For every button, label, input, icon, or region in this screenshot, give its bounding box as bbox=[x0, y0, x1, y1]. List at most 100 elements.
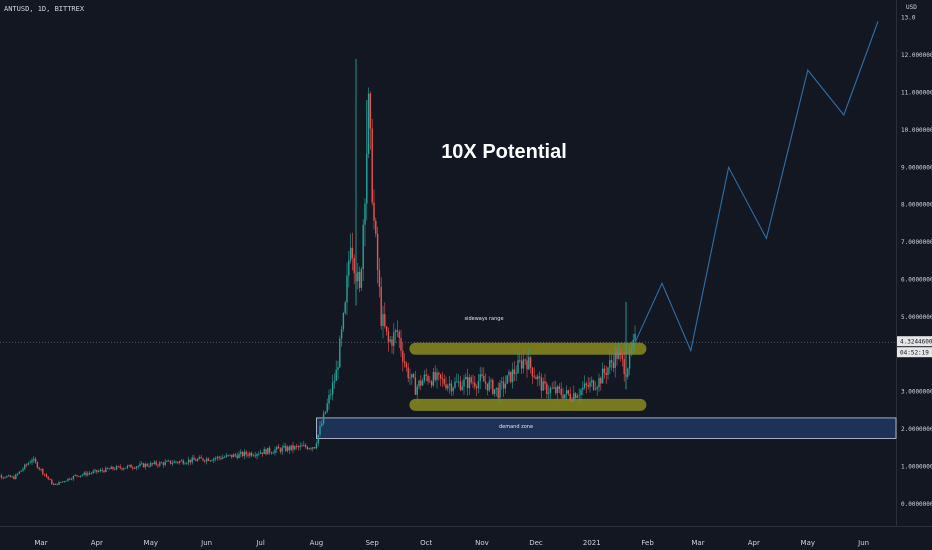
candle bbox=[69, 477, 71, 481]
candle-body bbox=[558, 386, 561, 389]
candle bbox=[429, 375, 431, 383]
candle bbox=[101, 467, 103, 473]
candle-body bbox=[587, 384, 589, 387]
candle-body bbox=[351, 247, 354, 258]
last-price-tag: 4.32446001 04:52:19 bbox=[897, 336, 932, 358]
candle bbox=[67, 478, 69, 482]
candle-body bbox=[375, 220, 377, 234]
candle-body bbox=[225, 455, 228, 457]
candle-body bbox=[549, 388, 552, 393]
candle bbox=[88, 471, 91, 476]
candle bbox=[502, 376, 505, 398]
candle-body bbox=[175, 461, 177, 463]
candle bbox=[533, 367, 535, 379]
candle-body bbox=[286, 446, 289, 451]
candle-body bbox=[389, 339, 391, 342]
candle-body bbox=[357, 271, 359, 282]
candle-body bbox=[200, 457, 202, 459]
time-tick-label: Aug bbox=[310, 539, 324, 547]
candle-body bbox=[54, 483, 57, 485]
candle bbox=[421, 378, 424, 386]
candle bbox=[515, 365, 517, 382]
candle-body bbox=[162, 462, 165, 465]
candle-body bbox=[387, 331, 390, 342]
candle bbox=[96, 469, 98, 475]
candle bbox=[427, 373, 429, 385]
candle bbox=[488, 376, 490, 392]
candle bbox=[160, 461, 163, 464]
candle-body bbox=[20, 470, 22, 472]
candle-body bbox=[582, 387, 584, 390]
candle bbox=[306, 445, 309, 451]
candle bbox=[582, 381, 584, 396]
candle-body bbox=[488, 381, 490, 391]
candle-body bbox=[184, 463, 186, 465]
time-tick-label: 2021 bbox=[583, 539, 601, 547]
candle-body bbox=[531, 367, 534, 377]
candle bbox=[364, 198, 366, 247]
candle-body bbox=[331, 382, 334, 395]
price-tick-label: 3.00000000 bbox=[901, 389, 932, 396]
candle-body bbox=[274, 449, 276, 453]
candle-body bbox=[214, 458, 217, 459]
candle bbox=[162, 461, 165, 468]
candle bbox=[456, 373, 458, 383]
candle bbox=[16, 472, 19, 477]
candle-body bbox=[180, 460, 183, 462]
candle bbox=[65, 480, 67, 482]
candle-body bbox=[371, 128, 373, 203]
candle bbox=[371, 118, 373, 206]
candle-body bbox=[609, 360, 611, 368]
candle-body bbox=[522, 359, 525, 369]
time-tick-label: Feb bbox=[641, 539, 654, 547]
candle-body bbox=[247, 454, 249, 456]
candle-body bbox=[250, 452, 253, 456]
candle-body bbox=[436, 372, 438, 380]
candle bbox=[610, 352, 613, 371]
candle-body bbox=[146, 463, 148, 466]
candle bbox=[425, 368, 427, 382]
candle-body bbox=[126, 465, 129, 468]
candle bbox=[403, 353, 406, 368]
candle bbox=[340, 325, 343, 347]
candle bbox=[234, 452, 237, 458]
candle bbox=[596, 385, 598, 396]
candle-body bbox=[538, 376, 541, 378]
candle bbox=[337, 360, 339, 380]
candle bbox=[294, 445, 296, 451]
candle-body bbox=[416, 386, 418, 395]
candle-body bbox=[294, 446, 296, 450]
candle bbox=[218, 455, 220, 461]
candle-body bbox=[34, 458, 37, 463]
time-tick-label: Apr bbox=[91, 539, 103, 547]
candle-body bbox=[69, 478, 71, 480]
candle bbox=[9, 474, 12, 478]
candle-body bbox=[7, 475, 10, 477]
candle-body bbox=[330, 394, 332, 396]
candle bbox=[6, 475, 8, 478]
candle-body bbox=[328, 395, 330, 404]
candle bbox=[232, 453, 235, 458]
candle-body bbox=[60, 482, 62, 483]
candle bbox=[308, 447, 310, 450]
candle-body bbox=[279, 448, 282, 452]
candle bbox=[276, 445, 278, 453]
candle bbox=[225, 452, 228, 458]
candle-body bbox=[61, 481, 64, 483]
candle-body bbox=[142, 463, 145, 468]
candle-body bbox=[524, 359, 526, 361]
candle-body bbox=[596, 387, 598, 389]
candle-body bbox=[519, 360, 521, 361]
candle-body bbox=[398, 331, 400, 339]
candle bbox=[83, 471, 85, 476]
candle bbox=[20, 470, 22, 472]
candle bbox=[605, 366, 607, 384]
candle-body bbox=[589, 382, 591, 387]
candle bbox=[454, 377, 456, 390]
candle-body bbox=[439, 374, 442, 379]
candle-body bbox=[632, 339, 634, 349]
candle bbox=[465, 373, 467, 380]
candle bbox=[587, 376, 589, 390]
candle bbox=[115, 464, 118, 471]
